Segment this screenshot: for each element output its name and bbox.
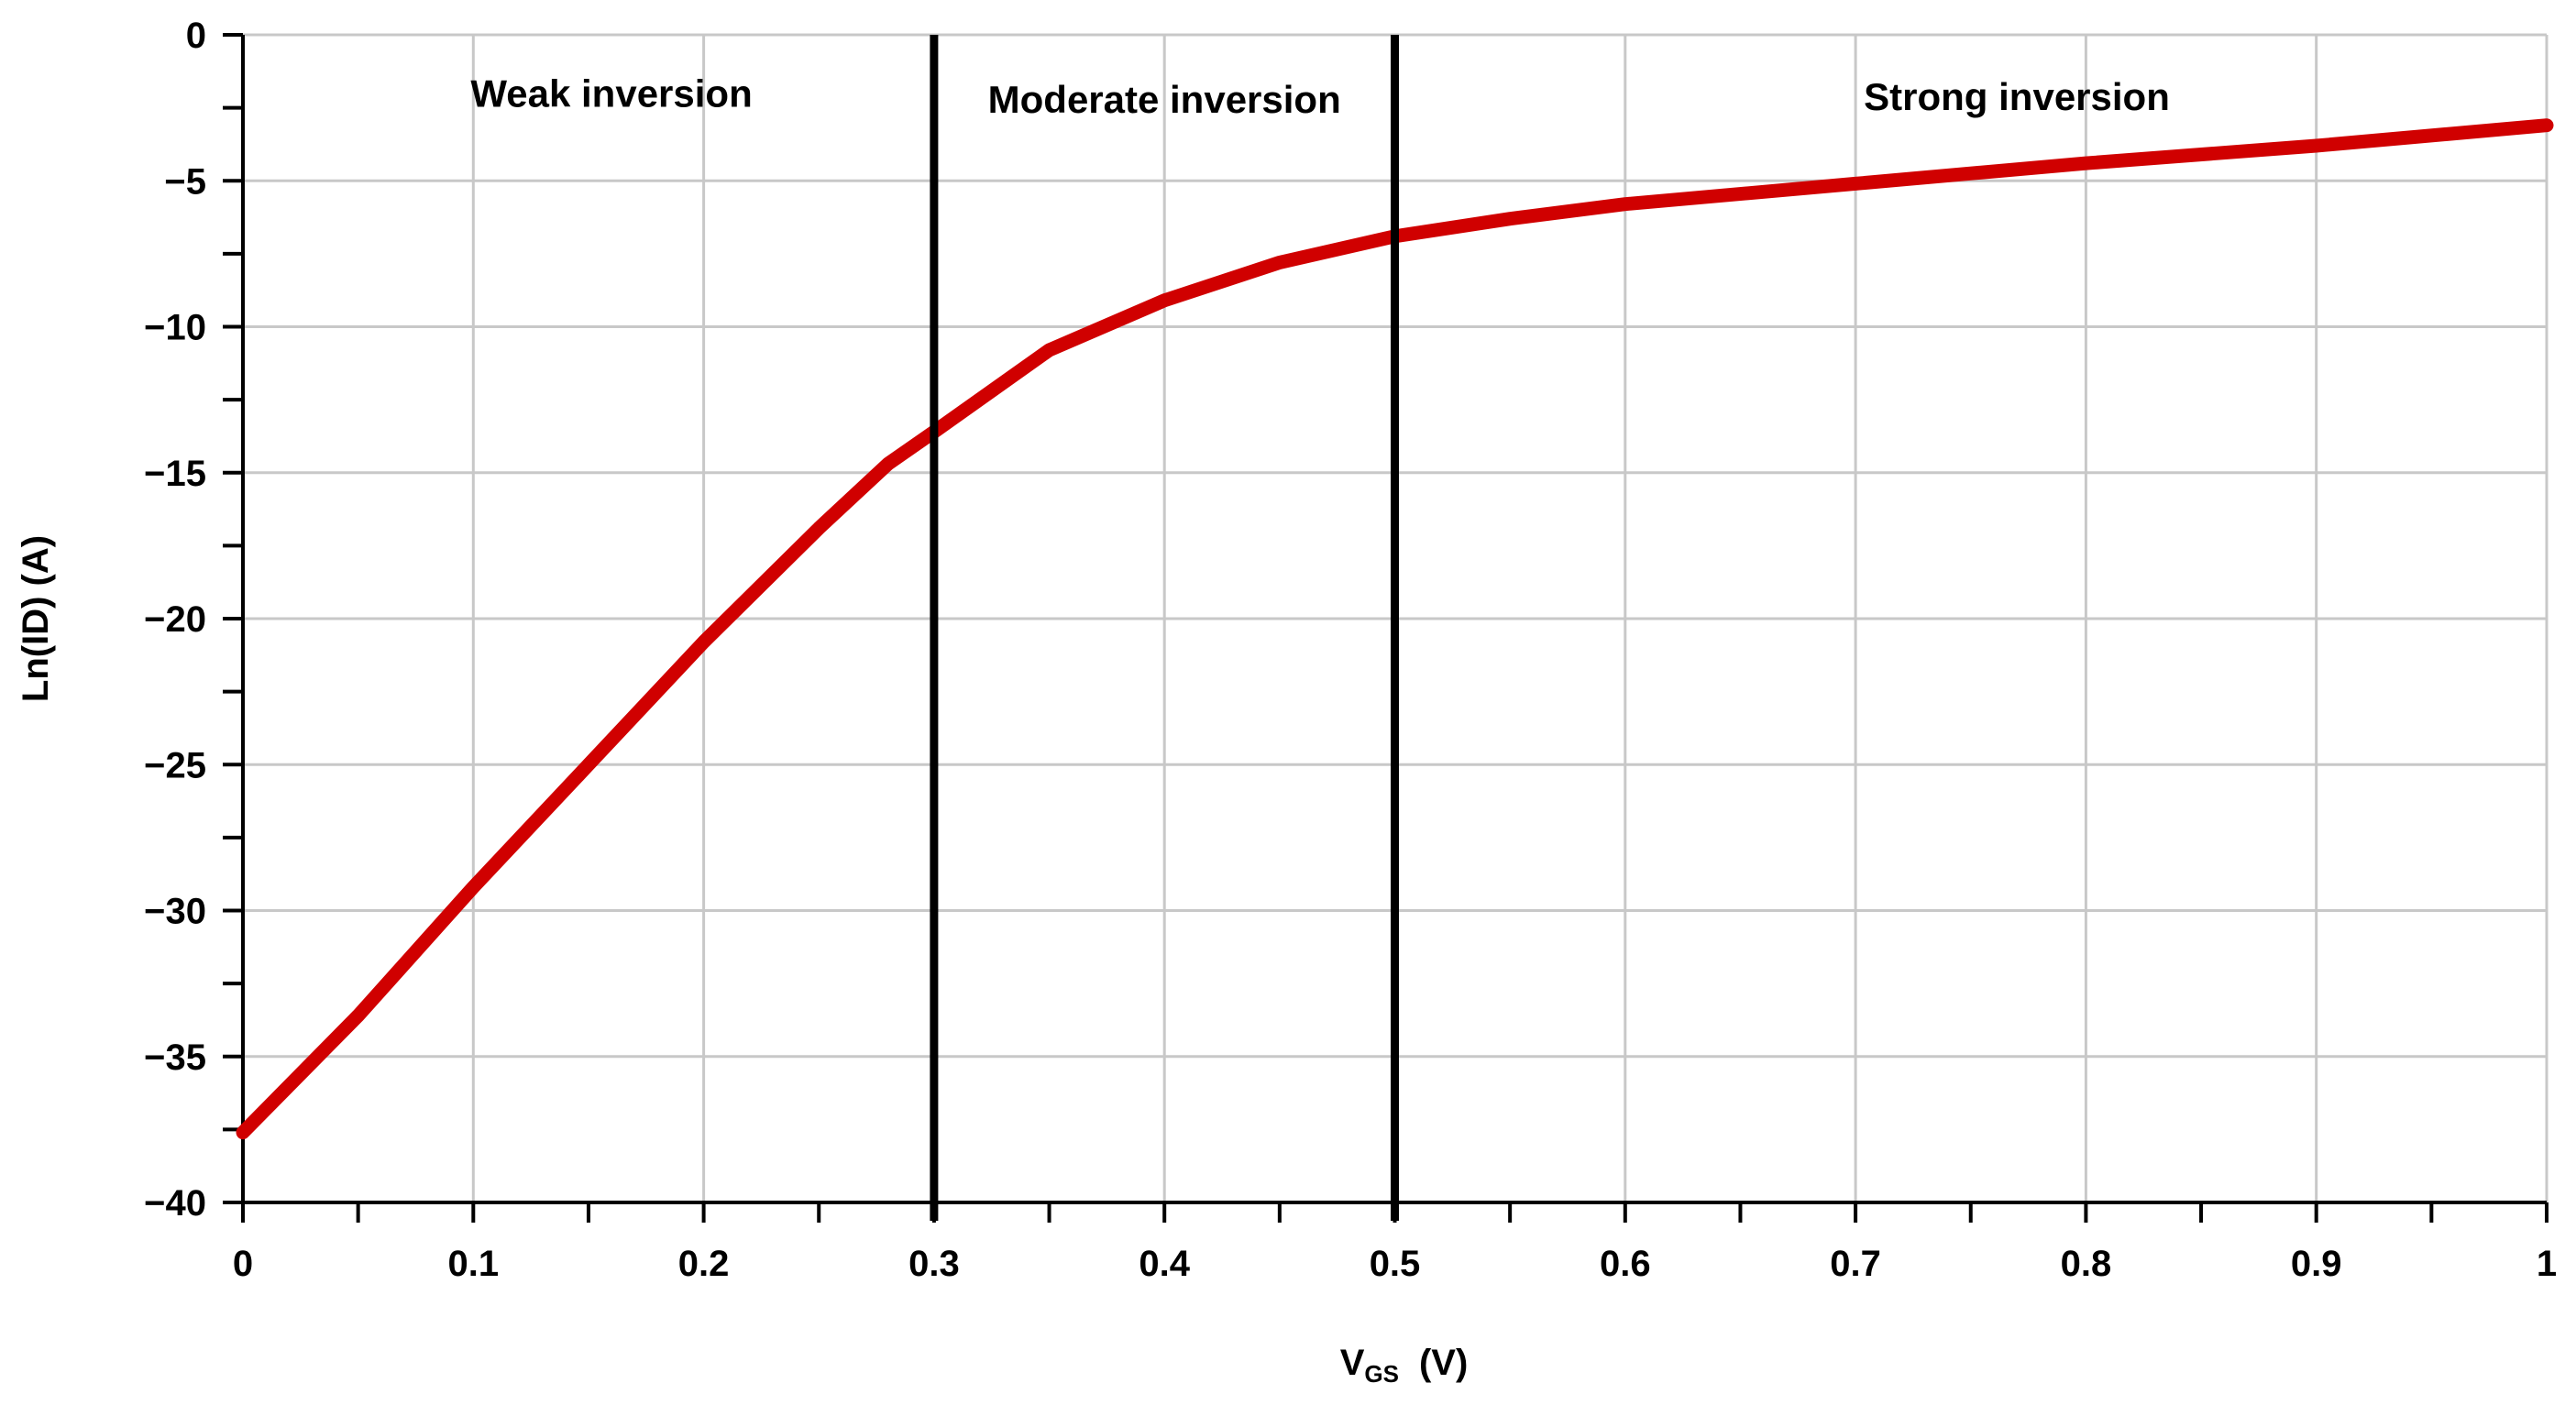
data-point (1158, 293, 1172, 307)
x-axis-title-main: V (1340, 1343, 1365, 1383)
y-tick-label: −25 (144, 745, 206, 785)
region-label: Weak inversion (470, 72, 752, 115)
data-point (2540, 118, 2553, 132)
y-tick-label: 0 (186, 16, 206, 56)
x-axis-title-subscript: GS (1364, 1360, 1399, 1388)
data-point (1042, 343, 1056, 357)
x-tick-label: 0.8 (2061, 1244, 2112, 1284)
y-tick-label: −35 (144, 1037, 206, 1078)
data-point (2079, 157, 2093, 170)
data-point (581, 758, 595, 772)
region-label: Moderate inversion (988, 78, 1341, 121)
x-tick-label: 0.6 (1600, 1244, 1651, 1284)
data-point (2309, 139, 2323, 153)
data-point (237, 1125, 249, 1139)
y-tick-label: −5 (164, 161, 206, 202)
y-tick-label: −20 (144, 599, 206, 640)
y-tick-label: −10 (144, 308, 206, 348)
y-tick-label: −30 (144, 892, 206, 932)
data-point (351, 1009, 365, 1023)
data-point (881, 457, 895, 471)
axes: 0 0.1 0.2 0.3 0.4 0.5 0.6 0.7 0.8 0.9 1 0 −5 −10 −15 −2… (144, 16, 2557, 1284)
data-point (467, 881, 480, 895)
y-tick-label: −40 (144, 1183, 206, 1224)
x-tick-label: 0.7 (1830, 1244, 1881, 1284)
x-tick-label: 1 (2537, 1244, 2557, 1284)
region-label: Strong inversion (1864, 75, 2170, 118)
x-axis-title-unit: (V) (1419, 1343, 1468, 1383)
data-point (1849, 177, 1863, 191)
data-point (1503, 212, 1517, 225)
x-tick-label: 0 (233, 1244, 253, 1284)
series-layer (236, 118, 2554, 1140)
x-tick-label: 0.2 (678, 1244, 730, 1284)
x-axis-title: VGS (V) (1340, 1343, 1469, 1388)
region-boundaries (930, 35, 1399, 1221)
x-tick-label: 0.9 (2291, 1244, 2342, 1284)
y-tick-label: −15 (144, 454, 206, 494)
x-tick-label: 0.1 (447, 1244, 499, 1284)
x-tick-label: 0.4 (1139, 1244, 1190, 1284)
data-series-line (236, 118, 2554, 1140)
y-axis-title: Ln(ID) (A) (16, 535, 56, 702)
x-tick-label: 0.3 (908, 1244, 960, 1284)
data-point (1272, 256, 1286, 269)
x-tick-label: 0.5 (1370, 1244, 1421, 1284)
labels: Weak inversion Moderate inversion Strong i… (470, 72, 2169, 121)
data-point (812, 521, 826, 535)
data-point (1618, 197, 1632, 211)
data-point (697, 635, 710, 649)
